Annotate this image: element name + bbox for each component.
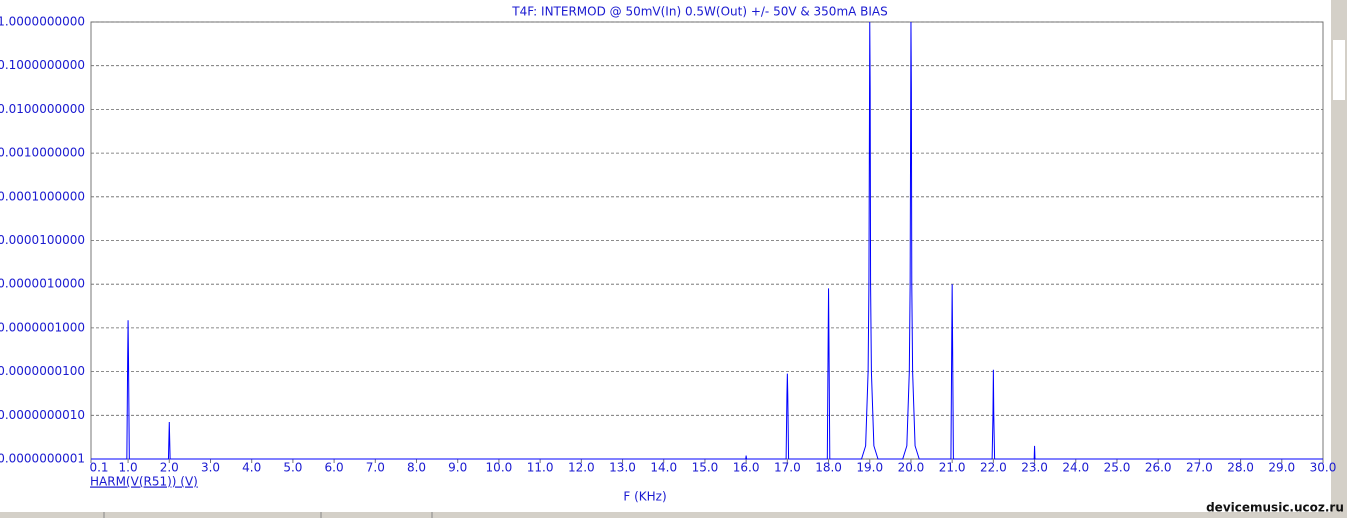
- x-tick-label: 1.0: [119, 461, 138, 475]
- x-tick-label: 8.0: [407, 461, 426, 475]
- x-tick-label: 7.0: [366, 461, 385, 475]
- x-tick-label: 17.0: [774, 461, 801, 475]
- x-tick-label: 4.0: [242, 461, 261, 475]
- x-tick-label: 22.0: [980, 461, 1007, 475]
- x-tick-label: 24.0: [1062, 461, 1089, 475]
- x-tick-label: 21.0: [939, 461, 966, 475]
- x-tick-label: 27.0: [1186, 461, 1213, 475]
- x-tick-label: 20.0: [898, 461, 925, 475]
- x-tick-label: 11.0: [527, 461, 554, 475]
- y-tick-label: 0.0000000010: [0, 408, 85, 422]
- y-tick-label: 0.0000001000: [0, 320, 85, 334]
- x-tick-label: 16.0: [733, 461, 760, 475]
- x-tick-label: 13.0: [609, 461, 636, 475]
- y-tick-label: 0.0001000000: [0, 189, 85, 203]
- y-tick-label: 0.0000010000: [0, 277, 85, 291]
- x-tick-label: 29.0: [1268, 461, 1295, 475]
- y-tick-label: 0.0000000001: [0, 452, 85, 466]
- x-tick-label: 3.0: [201, 461, 220, 475]
- y-tick-label: 0.0000100000: [0, 233, 85, 247]
- x-tick-label: 2.0: [160, 461, 179, 475]
- x-tick-label: 18.0: [815, 461, 842, 475]
- x-tick-label: 12.0: [568, 461, 595, 475]
- x-tick-label: 0.1: [89, 461, 108, 475]
- x-axis-label: F (KHz): [623, 490, 666, 504]
- y-tick-label: 1.0000000000: [0, 15, 85, 29]
- x-tick-label: 19.0: [856, 461, 883, 475]
- series-line: [91, 21, 1323, 460]
- side-panel: [1331, 0, 1347, 518]
- x-tick-label: 14.0: [650, 461, 677, 475]
- y-tick-label: 0.0010000000: [0, 146, 85, 160]
- y-tick-label: 0.1000000000: [0, 58, 85, 72]
- watermark: devicemusic.ucoz.ru: [1206, 501, 1344, 515]
- status-bar: [0, 512, 1331, 518]
- x-tick-label: 9.0: [448, 461, 467, 475]
- x-tick-label: 15.0: [692, 461, 719, 475]
- x-tick-label: 5.0: [283, 461, 302, 475]
- x-tick-label: 28.0: [1227, 461, 1254, 475]
- y-tick-label: 0.0100000000: [0, 102, 85, 116]
- chart-title: T4F: INTERMOD @ 50mV(In) 0.5W(Out) +/- 5…: [511, 5, 888, 19]
- x-tick-label: 26.0: [1145, 461, 1172, 475]
- x-tick-label: 23.0: [1021, 461, 1048, 475]
- x-tick-label: 30.0: [1310, 461, 1337, 475]
- legend-entry[interactable]: HARM(V(R51)) (V): [90, 475, 198, 489]
- scroll-thumb[interactable]: [1333, 40, 1345, 100]
- x-tick-label: 25.0: [1104, 461, 1131, 475]
- x-tick-label: 6.0: [325, 461, 344, 475]
- x-tick-label: 10.0: [486, 461, 513, 475]
- y-tick-label: 0.0000000100: [0, 364, 85, 378]
